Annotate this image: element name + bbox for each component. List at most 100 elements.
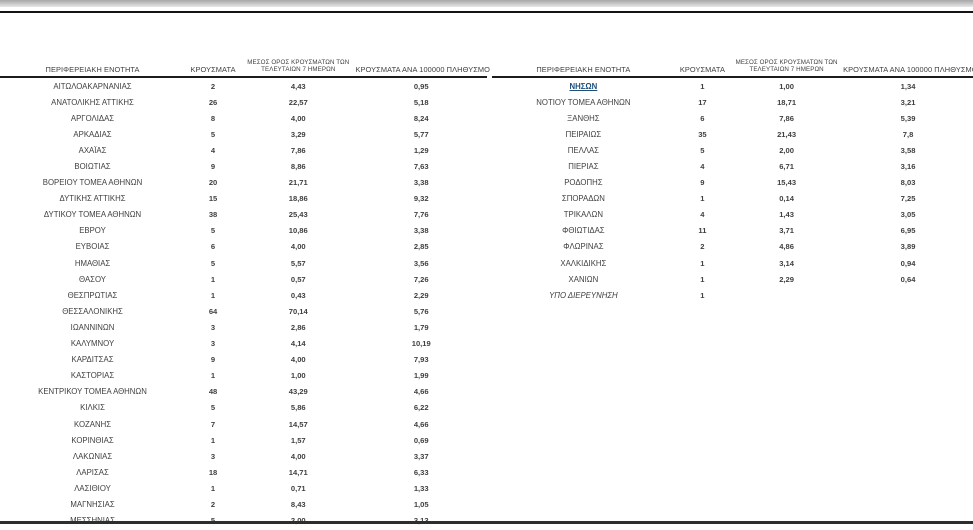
region-name: ΑΝΑΤΟΛΙΚΗΣ ΑΤΤΙΚΗΣ: [51, 97, 134, 107]
per100k-value: 7,76: [413, 210, 429, 220]
avg7-value: 7,86: [779, 113, 794, 123]
cases-value: 26: [208, 97, 218, 107]
per100k-value: 3,89: [900, 242, 916, 252]
cases-value: 1: [210, 274, 216, 284]
col-header-avg7: ΜΕΣΟΣ ΟΡΟΣ ΚΡΟΥΣΜΑΤΩΝ ΤΩΝ ΤΕΛΕΥΤΑΙΩΝ 7 Η…: [247, 58, 350, 74]
per100k-value: 6,33: [413, 467, 429, 477]
table-row: ΝΗΣΩΝ 1 1,00 1,34: [492, 78, 973, 94]
avg7-value: 1,57: [290, 435, 306, 445]
avg7-value: 5,86: [290, 403, 306, 413]
region-name: ΠΙΕΡΙΑΣ: [568, 162, 599, 172]
cases-value: 4: [700, 162, 705, 172]
col-header-cases: ΚΡΟΥΣΜΑΤΑ: [679, 65, 726, 74]
top-divider: [0, 11, 973, 13]
per100k-value: 10,19: [411, 339, 431, 349]
avg7-value: 0,71: [290, 483, 306, 493]
cases-value: 4: [210, 145, 216, 155]
table-row: ΚΟΖΑΝΗΣ 7 14,57 4,66: [0, 416, 487, 432]
per100k-value: 3,21: [900, 97, 916, 107]
table-row: ΘΕΣΣΑΛΟΝΙΚΗΣ 64 70,14 5,76: [0, 303, 487, 319]
region-name: ΕΒΡΟΥ: [79, 226, 106, 236]
avg7-value: 21,71: [288, 178, 308, 188]
cases-value: 6: [210, 242, 216, 252]
table-row: ΚΕΝΤΡΙΚΟΥ ΤΟΜΕΑ ΑΘΗΝΩΝ 48 43,29 4,66: [0, 384, 487, 400]
region-name: ΚΟΖΑΝΗΣ: [73, 419, 112, 429]
avg7-value: 4,43: [290, 81, 306, 91]
cases-value: 5: [210, 258, 216, 268]
cases-value: 64: [208, 306, 218, 316]
region-link[interactable]: ΝΗΣΩΝ: [569, 81, 598, 91]
cases-value: 9: [210, 162, 216, 172]
cases-value: 5: [700, 145, 705, 155]
cases-value: 1: [700, 258, 705, 268]
table-row: ΚΑΣΤΟΡΙΑΣ 1 1,00 1,99: [0, 368, 487, 384]
table-row: ΧΑΛΚΙΔΙΚΗΣ 1 3,14 0,94: [492, 255, 973, 271]
region-name: ΙΩΑΝΝΙΝΩΝ: [70, 322, 115, 332]
avg7-value: 4,00: [290, 451, 306, 461]
per100k-value: 3,56: [413, 258, 429, 268]
per100k-value: 1,79: [413, 322, 429, 332]
region-name: ΘΑΣΟΥ: [79, 274, 106, 284]
region-name: ΧΑΛΚΙΔΙΚΗΣ: [560, 258, 607, 268]
region-name: ΚΟΡΙΝΘΙΑΣ: [71, 435, 114, 445]
per100k-value: 7,93: [413, 355, 429, 365]
per100k-value: 9,32: [413, 194, 429, 204]
region-name: ΑΡΓΟΛΙΔΑΣ: [70, 113, 115, 123]
region-name: ΚΕΝΤΡΙΚΟΥ ΤΟΜΕΑ ΑΘΗΝΩΝ: [38, 387, 147, 397]
cases-value: 4: [700, 210, 705, 220]
avg7-value: 6,71: [779, 162, 794, 172]
avg7-value: 0,14: [779, 194, 794, 204]
table-row: ΕΥΒΟΙΑΣ 6 4,00 2,85: [0, 239, 487, 255]
cases-value: 1: [210, 290, 216, 300]
table-row: ΜΑΓΝΗΣΙΑΣ 2 8,43 1,05: [0, 496, 487, 512]
cases-value: 1: [210, 371, 216, 381]
avg7-value: 8,86: [290, 162, 306, 172]
table-body: ΝΗΣΩΝ 1 1,00 1,34 ΝΟΤΙΟΥ ΤΟΜΕΑ ΑΘΗΝΩΝ 17…: [492, 78, 973, 303]
table-row: ΙΩΑΝΝΙΝΩΝ 3 2,86 1,79: [0, 319, 487, 335]
avg7-value: 2,29: [779, 274, 794, 284]
avg7-value: 7,86: [290, 145, 306, 155]
table-row: ΚΙΛΚΙΣ 5 5,86 6,22: [0, 400, 487, 416]
avg7-value: 10,86: [288, 226, 308, 236]
avg7-value: 5,57: [290, 258, 306, 268]
region-name: ΕΥΒΟΙΑΣ: [75, 242, 110, 252]
avg7-value: 2,86: [290, 322, 306, 332]
per100k-value: 6,22: [413, 403, 429, 413]
avg7-value: 0,43: [290, 290, 306, 300]
col-header-region: ΠΕΡΙΦΕΡΕΙΑΚΗ ΕΝΟΤΗΤΑ: [45, 65, 140, 74]
bottom-divider: [0, 521, 973, 524]
avg7-value: 3,71: [779, 226, 794, 236]
avg7-value: 2,00: [779, 145, 794, 155]
avg7-value: 18,71: [777, 97, 797, 107]
table-row: ΕΒΡΟΥ 5 10,86 3,38: [0, 223, 487, 239]
per100k-value: 2,85: [413, 242, 429, 252]
region-name: ΦΛΩΡΙΝΑΣ: [563, 242, 604, 252]
region-name: ΠΕΙΡΑΙΩΣ: [565, 129, 602, 139]
table-row: ΥΠΟ ΔΙΕΡΕΥΝΗΣΗ 1: [492, 287, 973, 303]
cases-value: 17: [698, 97, 707, 107]
table-row: ΔΥΤΙΚΟΥ ΤΟΜΕΑ ΑΘΗΝΩΝ 38 25,43 7,76: [0, 207, 487, 223]
cases-value: 5: [210, 129, 216, 139]
cases-value: 9: [700, 178, 705, 188]
avg7-value: 2,00: [241, 516, 355, 525]
per100k-value: 3,38: [413, 226, 429, 236]
table-row: ΑΡΚΑΔΙΑΣ 5 3,29 5,77: [0, 126, 487, 142]
col-header-region: ΠΕΡΙΦΕΡΕΙΑΚΗ ΕΝΟΤΗΤΑ: [536, 65, 631, 74]
region-name: ΔΥΤΙΚΗΣ ΑΤΤΙΚΗΣ: [59, 194, 126, 204]
cases-value: 5: [185, 516, 241, 525]
table-header: ΠΕΡΙΦΕΡΕΙΑΚΗ ΕΝΟΤΗΤΑ ΚΡΟΥΣΜΑΤΑ ΜΕΣΟΣ ΟΡΟ…: [0, 54, 490, 78]
avg7-value: 4,86: [779, 242, 794, 252]
table-header: ΠΕΡΙΦΕΡΕΙΑΚΗ ΕΝΟΤΗΤΑ ΚΡΟΥΣΜΑΤΑ ΜΕΣΟΣ ΟΡΟ…: [492, 54, 973, 78]
per100k-value: 3,37: [413, 451, 429, 461]
table-row: ΒΟΡΕΙΟΥ ΤΟΜΕΑ ΑΘΗΝΩΝ 20 21,71 3,38: [0, 175, 487, 191]
region-name: ΚΙΛΚΙΣ: [80, 403, 105, 413]
cases-value: 35: [698, 129, 707, 139]
avg7-value: 15,43: [777, 178, 797, 188]
region-name: ΜΑΓΝΗΣΙΑΣ: [70, 499, 115, 509]
avg7-value: 22,57: [288, 97, 308, 107]
per100k-value: 8,03: [900, 178, 916, 188]
per100k-value: 2,29: [413, 290, 429, 300]
cases-value: 8: [210, 113, 216, 123]
per100k-value: 7,8: [902, 129, 914, 139]
